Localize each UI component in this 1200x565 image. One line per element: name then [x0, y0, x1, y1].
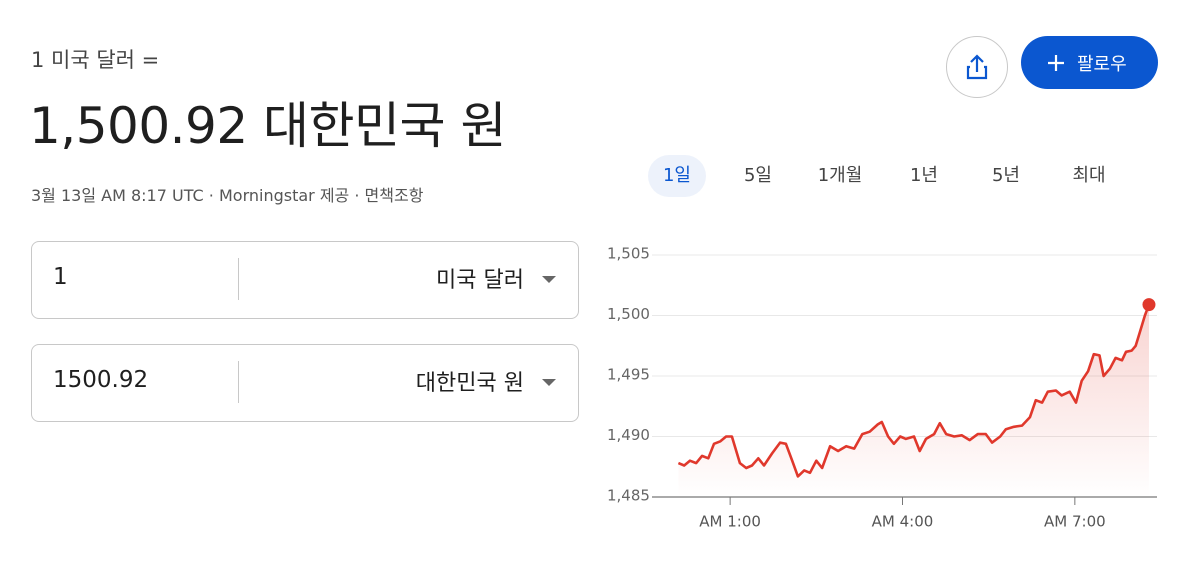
y-tick-label: 1,495	[607, 366, 650, 384]
y-tick-label: 1,505	[607, 245, 650, 263]
converter-row: 1500.92 대한민국 원	[31, 344, 579, 422]
x-tick-label: AM 7:00	[1044, 513, 1106, 531]
x-tick-label: AM 4:00	[872, 513, 934, 531]
plus-icon	[1048, 55, 1064, 71]
follow-button[interactable]: 팔로우	[1021, 36, 1158, 89]
divider	[238, 258, 239, 300]
range-tab[interactable]: 1년	[909, 165, 938, 186]
range-tab[interactable]: 1개월	[817, 165, 863, 186]
y-tick-label: 1,490	[607, 426, 650, 444]
range-tab[interactable]: 최대	[1072, 165, 1106, 186]
amount-input[interactable]: 1	[53, 264, 68, 290]
y-tick-label: 1,485	[607, 487, 650, 505]
share-button[interactable]	[946, 36, 1008, 98]
line	[677, 304, 1151, 478]
follow-label: 팔로우	[1077, 54, 1127, 75]
base-amount: 1 미국 달러 =	[31, 48, 160, 72]
amount-input[interactable]: 1500.92	[53, 367, 149, 393]
currency-select[interactable]: 미국 달러	[436, 268, 524, 293]
area	[678, 304, 1149, 497]
range-tab[interactable]: 1일	[648, 155, 706, 197]
converter-row: 1 미국 달러	[31, 241, 579, 319]
last-point	[1142, 298, 1156, 312]
meta-info: 3월 13일 AM 8:17 UTC · Morningstar 제공 · 면책…	[31, 186, 424, 205]
dropdown-caret	[542, 276, 556, 283]
share-icon	[966, 54, 988, 80]
dropdown-caret	[542, 379, 556, 386]
divider	[238, 361, 239, 403]
exchange-rate: 1,500.92 대한민국 원	[29, 97, 506, 155]
range-tab[interactable]: 5년	[991, 165, 1020, 186]
range-tab[interactable]: 5일	[743, 165, 772, 186]
x-tick-label: AM 1:00	[699, 513, 761, 531]
y-tick-label: 1,500	[607, 305, 650, 323]
currency-select[interactable]: 대한민국 원	[415, 371, 524, 396]
